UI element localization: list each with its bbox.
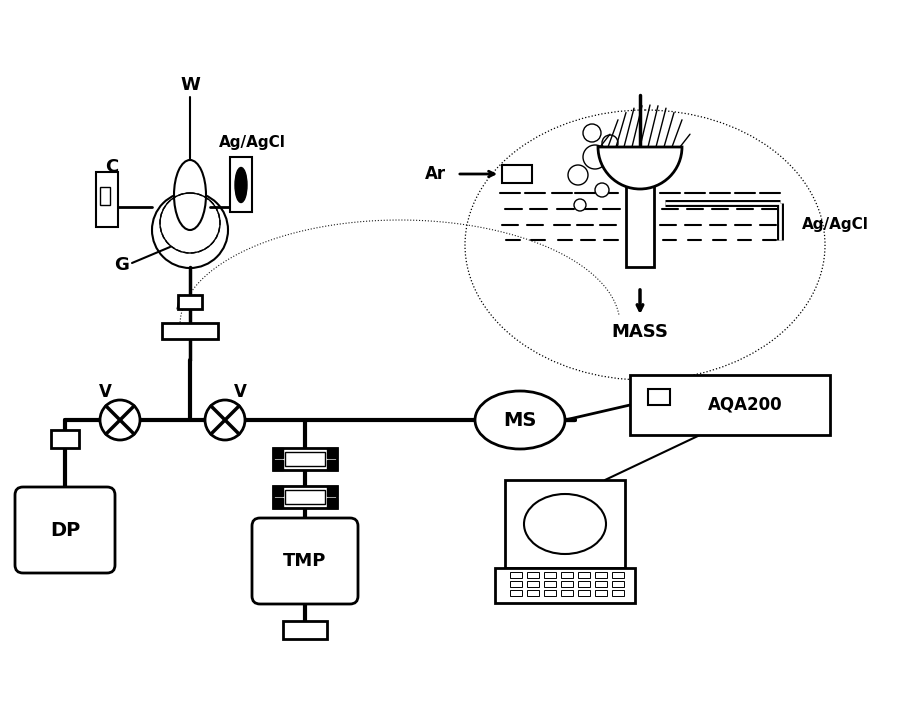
Bar	[502, 165, 532, 183]
Wedge shape	[598, 147, 682, 189]
Bar	[327, 448, 337, 458]
Circle shape	[205, 400, 245, 440]
Bar	[595, 590, 607, 596]
Ellipse shape	[174, 160, 206, 230]
Text: C: C	[106, 158, 119, 176]
Bar	[595, 581, 607, 587]
Bar	[283, 621, 327, 639]
Bar	[626, 147, 654, 267]
Bar	[578, 590, 590, 596]
Bar	[527, 581, 539, 587]
Text: W: W	[180, 76, 200, 94]
Bar	[230, 157, 252, 212]
FancyBboxPatch shape	[252, 518, 358, 604]
Bar	[178, 295, 202, 309]
Circle shape	[568, 165, 588, 185]
Text: Ag/AgCl: Ag/AgCl	[218, 135, 285, 150]
Text: V: V	[98, 383, 112, 401]
Text: MS: MS	[503, 411, 537, 429]
Bar	[527, 572, 539, 578]
Text: G: G	[115, 256, 130, 274]
Bar	[527, 590, 539, 596]
Bar	[96, 172, 118, 227]
Bar	[561, 590, 573, 596]
Bar	[561, 581, 573, 587]
Circle shape	[583, 124, 601, 142]
Bar	[273, 448, 283, 458]
Bar	[495, 568, 635, 603]
Bar	[505, 480, 625, 568]
Circle shape	[152, 192, 228, 268]
Text: DP: DP	[50, 520, 80, 540]
Bar	[561, 572, 573, 578]
Bar	[327, 460, 337, 470]
Bar	[285, 452, 325, 466]
Bar	[612, 572, 624, 578]
Bar	[510, 572, 522, 578]
Bar	[544, 572, 556, 578]
Ellipse shape	[235, 167, 247, 202]
Circle shape	[574, 199, 586, 211]
Text: AQA200: AQA200	[708, 396, 782, 414]
Circle shape	[583, 145, 607, 169]
Text: TMP: TMP	[283, 552, 327, 570]
FancyBboxPatch shape	[15, 487, 115, 573]
Bar	[162, 323, 218, 339]
Bar	[100, 187, 110, 205]
Bar	[273, 486, 337, 508]
Bar	[612, 581, 624, 587]
Bar	[327, 498, 337, 508]
Bar	[648, 389, 670, 405]
Bar	[630, 375, 830, 435]
Text: V: V	[234, 383, 246, 401]
Ellipse shape	[524, 494, 606, 554]
Bar	[51, 430, 79, 448]
Ellipse shape	[475, 391, 565, 449]
Bar	[578, 572, 590, 578]
Bar	[544, 590, 556, 596]
Text: Ar: Ar	[425, 165, 446, 183]
Circle shape	[595, 183, 609, 197]
Bar	[285, 490, 325, 504]
Bar	[544, 581, 556, 587]
Bar	[273, 460, 283, 470]
Bar	[327, 486, 337, 496]
Circle shape	[602, 135, 618, 151]
Bar	[578, 581, 590, 587]
Bar	[273, 448, 337, 470]
Bar	[612, 590, 624, 596]
Circle shape	[100, 400, 140, 440]
Bar	[510, 590, 522, 596]
Bar	[595, 572, 607, 578]
Bar	[510, 581, 522, 587]
Bar	[273, 486, 283, 496]
Text: Ag/AgCl: Ag/AgCl	[802, 217, 869, 233]
Text: MASS: MASS	[612, 323, 668, 341]
Bar	[273, 498, 283, 508]
